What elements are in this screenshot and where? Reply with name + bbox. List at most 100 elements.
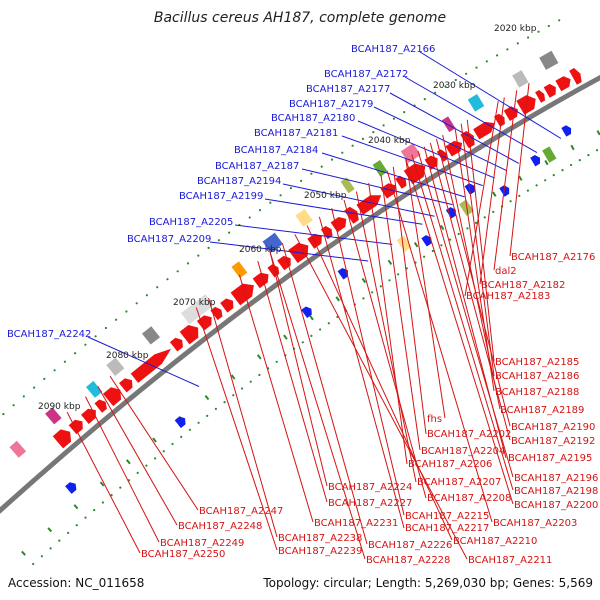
leader-line <box>209 241 369 262</box>
leader-line <box>417 150 514 478</box>
gene-label-a2217[interactable]: BCAH187_A2217 <box>405 523 489 534</box>
tick-dot <box>382 124 385 127</box>
gene-label-a2238[interactable]: BCAH187_A2238 <box>278 533 362 544</box>
tick-dot <box>63 360 66 363</box>
gene-label-a2190[interactable]: BCAH187_A2190 <box>511 422 595 433</box>
gene-label-a2187[interactable]: BCAH187_A2187 <box>215 161 299 172</box>
gene-label-a2247[interactable]: BCAH187_A2247 <box>199 506 283 517</box>
leader-line <box>301 168 453 206</box>
gene-label-a2184[interactable]: BCAH187_A2184 <box>234 145 318 156</box>
forward-gene-arrow <box>130 348 172 383</box>
gene-label-a2176[interactable]: BCAH187_A2176 <box>511 252 595 263</box>
gene-label-a2181[interactable]: BCAH187_A2181 <box>254 128 338 139</box>
kbp-label-2030: 2030 kbp <box>433 81 476 91</box>
tick-dot <box>22 395 25 398</box>
leader-line <box>479 97 505 285</box>
forward-gene-arrow <box>395 175 407 189</box>
gene-label-a2200[interactable]: BCAH187_A2200 <box>514 500 598 511</box>
gene-label-a2189[interactable]: BCAH187_A2189 <box>500 405 584 416</box>
gene-label-a2231[interactable]: BCAH187_A2231 <box>314 518 398 529</box>
gene-label-a2228[interactable]: BCAH187_A2228 <box>366 555 450 566</box>
summary-text: Topology: circular; Length: 5,269,030 bp… <box>262 576 593 590</box>
gene-label-a2242[interactable]: BCAH187_A2242 <box>7 329 91 340</box>
forward-gene-arrow <box>277 255 291 271</box>
gene-label-a2208[interactable]: BCAH187_A2208 <box>427 493 511 504</box>
gene-label-a2182[interactable]: BCAH187_A2182 <box>481 280 565 291</box>
leader-line <box>404 76 538 154</box>
gene-label-a2211[interactable]: BCAH187_A2211 <box>468 555 552 566</box>
gene-label-a2207[interactable]: BCAH187_A2207 <box>417 477 501 488</box>
gene-label-a2198[interactable]: BCAH187_A2198 <box>514 486 598 497</box>
gene-label-a2250[interactable]: BCAH187_A2250 <box>141 549 225 560</box>
kbp-label-2070: 2070 kbp <box>173 298 216 308</box>
gene-label-a2194[interactable]: BCAH187_A2194 <box>197 176 281 187</box>
outer-tick-track <box>2 19 600 566</box>
gene-label-a2172[interactable]: BCAH187_A2172 <box>324 69 408 80</box>
gene-label-a2183[interactable]: BCAH187_A2183 <box>466 291 550 302</box>
gene-label-a2199[interactable]: BCAH187_A2199 <box>179 191 263 202</box>
gene-label-a2195[interactable]: BCAH187_A2195 <box>508 453 592 464</box>
gene-label-a2179[interactable]: BCAH187_A2179 <box>289 99 373 110</box>
gene-label-a2210[interactable]: BCAH187_A2210 <box>453 536 537 547</box>
gene-label-dal2[interactable]: dal2 <box>495 266 517 277</box>
gene-label-a2188[interactable]: BCAH187_A2188 <box>495 387 579 398</box>
tick-dot <box>492 210 495 213</box>
annotation-block <box>467 94 485 112</box>
tick-dot <box>496 54 499 57</box>
gene-label-a2226[interactable]: BCAH187_A2226 <box>368 540 452 551</box>
tick-dot <box>269 201 272 204</box>
forward-gene-arrow <box>267 264 280 278</box>
tick-mark <box>99 481 105 487</box>
leader-line <box>321 152 465 198</box>
annotation-block <box>262 232 283 253</box>
tick-dot <box>176 270 179 273</box>
gene-label-a2206[interactable]: BCAH187_A2206 <box>408 459 492 470</box>
annotation-block <box>180 294 215 325</box>
forward-gene-arrow <box>220 298 234 313</box>
leader-line <box>493 90 518 271</box>
gene-label-a2209[interactable]: BCAH187_A2209 <box>127 234 211 245</box>
gene-label-a2180[interactable]: BCAH187_A2180 <box>271 113 355 124</box>
tick-dot <box>587 154 590 157</box>
gene-label-a2185[interactable]: BCAH187_A2185 <box>495 357 579 368</box>
tick-dot <box>485 60 488 63</box>
leader-line <box>509 83 530 257</box>
gene-label-a2196[interactable]: BCAH187_A2196 <box>514 473 598 484</box>
gene-label-a2227[interactable]: BCAH187_A2227 <box>328 498 412 509</box>
gene-label-a2186[interactable]: BCAH187_A2186 <box>495 371 579 382</box>
tick-dot <box>466 227 469 230</box>
gene-label-a2249[interactable]: BCAH187_A2249 <box>160 538 244 549</box>
gene-label-a2177[interactable]: BCAH187_A2177 <box>306 84 390 95</box>
tick-dot <box>104 326 107 330</box>
gene-label-a2192[interactable]: BCAH187_A2192 <box>511 436 595 447</box>
forward-gene-arrow <box>543 83 556 98</box>
tick-dot <box>552 174 555 177</box>
leader-line <box>208 297 278 538</box>
gene-label-a2205[interactable]: BCAH187_A2205 <box>149 217 233 228</box>
gene-label-a2239[interactable]: BCAH187_A2239 <box>278 546 362 557</box>
gene-label-a2166[interactable]: BCAH187_A2166 <box>351 44 435 55</box>
tick-mark <box>73 504 79 510</box>
tick-dot <box>516 42 519 45</box>
annotation-block <box>512 70 529 88</box>
forward-gene-arrow <box>460 131 475 149</box>
gene-label-a2204[interactable]: BCAH187_A2204 <box>421 446 505 457</box>
gene-label-a2203[interactable]: BCAH187_A2203 <box>493 518 577 529</box>
kbp-label-2040: 2040 kbp <box>368 136 411 146</box>
gene-label-a2202[interactable]: BCAH187_A2202 <box>427 429 511 440</box>
gene-label-a2224[interactable]: BCAH187_A2224 <box>328 482 412 493</box>
forward-gene-arrow <box>330 217 347 233</box>
tick-dot <box>207 246 210 249</box>
annotation-block <box>9 440 27 458</box>
reverse-gene-arrow <box>337 268 349 280</box>
gene-label-a2215[interactable]: BCAH187_A2215 <box>405 511 489 522</box>
gene-label-a2248[interactable]: BCAH187_A2248 <box>178 521 262 532</box>
genome-backbone <box>0 74 600 514</box>
tick-dot <box>180 435 183 438</box>
tick-mark <box>230 374 236 380</box>
tick-dot <box>474 221 478 224</box>
tick-dot <box>136 471 139 474</box>
tick-dot <box>361 137 365 140</box>
tick-dot <box>125 310 128 313</box>
gene-label-fhs[interactable]: fhs <box>427 414 442 425</box>
